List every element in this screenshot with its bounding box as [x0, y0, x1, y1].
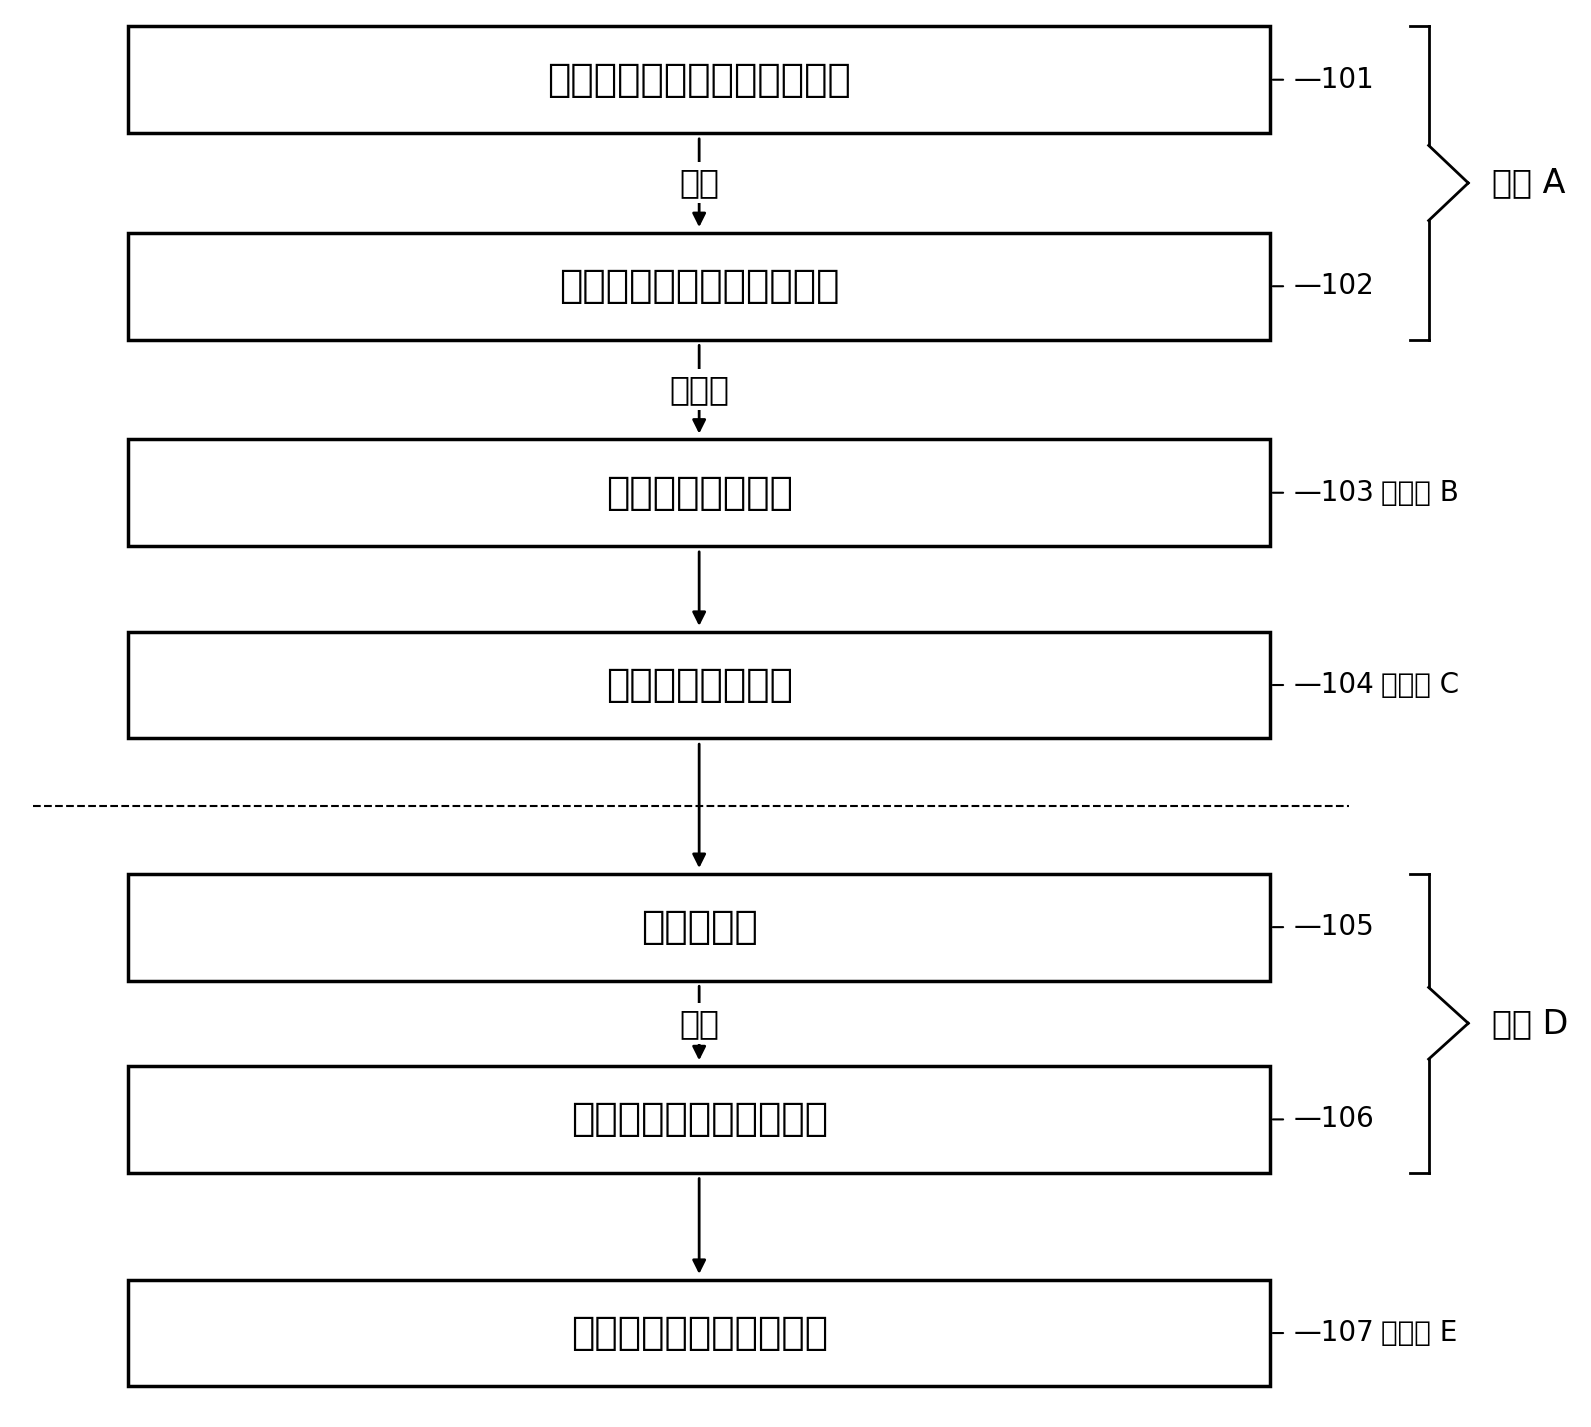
Text: 回收金属纳米颗粒: 回收金属纳米颗粒 — [606, 666, 792, 704]
Text: —102: —102 — [1293, 273, 1375, 300]
Text: —104: —104 — [1293, 671, 1375, 699]
Text: ：步骤 B: ：步骤 B — [1381, 478, 1459, 507]
Text: 步骤 A: 步骤 A — [1492, 167, 1566, 200]
Text: 加入氧化剂: 加入氧化剂 — [641, 908, 757, 946]
Text: 形成金属纳米颗粒: 形成金属纳米颗粒 — [606, 474, 792, 512]
Bar — [129, 632, 1270, 738]
Text: 形成金属表面活性剂复合物: 形成金属表面活性剂复合物 — [558, 267, 840, 305]
Text: 步骤 D: 步骤 D — [1492, 1007, 1569, 1040]
Bar — [129, 1280, 1270, 1387]
Text: —103: —103 — [1293, 478, 1375, 507]
Text: —105: —105 — [1293, 913, 1375, 942]
Text: ：步骤 E: ：步骤 E — [1381, 1319, 1457, 1347]
Text: 回收金属氧化物纳米颗粒: 回收金属氧化物纳米颗粒 — [571, 1314, 827, 1351]
Text: 金属前体＋表面活性剂＋溶剂: 金属前体＋表面活性剂＋溶剂 — [547, 61, 851, 98]
Bar — [129, 1066, 1270, 1173]
Bar — [129, 26, 1270, 133]
Bar — [129, 233, 1270, 340]
Text: —101: —101 — [1293, 66, 1375, 94]
Text: —107: —107 — [1293, 1319, 1375, 1347]
Text: —106: —106 — [1293, 1106, 1375, 1133]
Bar — [129, 440, 1270, 547]
Text: 形成金属氧化物纳米颗粒: 形成金属氧化物纳米颗粒 — [571, 1100, 827, 1139]
Text: 反应: 反应 — [679, 167, 719, 200]
Text: 热分解: 热分解 — [670, 372, 729, 407]
Text: 氧化: 氧化 — [679, 1007, 719, 1040]
Bar — [129, 873, 1270, 980]
Text: ：步骤 C: ：步骤 C — [1381, 671, 1459, 699]
